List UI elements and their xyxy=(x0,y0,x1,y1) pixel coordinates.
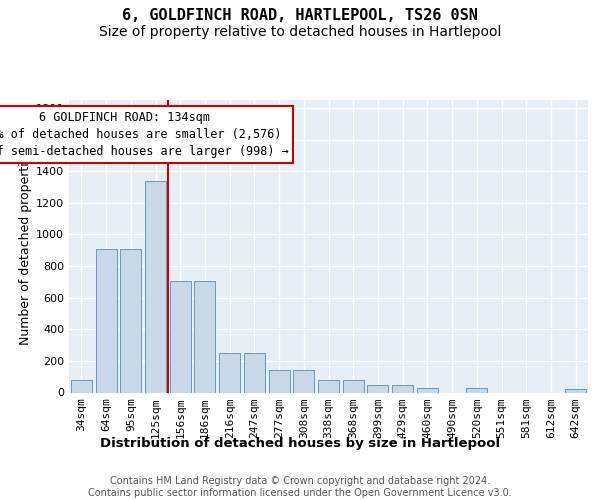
Text: Distribution of detached houses by size in Hartlepool: Distribution of detached houses by size … xyxy=(100,438,500,450)
Bar xyxy=(318,380,339,392)
Bar xyxy=(367,384,388,392)
Bar xyxy=(170,281,191,392)
Bar xyxy=(120,250,141,392)
Bar xyxy=(71,380,92,392)
Bar xyxy=(244,354,265,393)
Text: Size of property relative to detached houses in Hartlepool: Size of property relative to detached ho… xyxy=(99,25,501,39)
Bar xyxy=(219,354,240,393)
Bar xyxy=(95,250,116,392)
Y-axis label: Number of detached properties: Number of detached properties xyxy=(19,148,32,345)
Bar xyxy=(417,388,438,392)
Bar xyxy=(293,370,314,392)
Text: 6 GOLDFINCH ROAD: 134sqm
← 72% of detached houses are smaller (2,576)
28% of sem: 6 GOLDFINCH ROAD: 134sqm ← 72% of detach… xyxy=(0,111,289,158)
Bar xyxy=(466,388,487,392)
Bar xyxy=(194,281,215,392)
Bar xyxy=(269,370,290,392)
Bar xyxy=(343,380,364,392)
Bar xyxy=(145,180,166,392)
Bar xyxy=(565,390,586,392)
Text: 6, GOLDFINCH ROAD, HARTLEPOOL, TS26 0SN: 6, GOLDFINCH ROAD, HARTLEPOOL, TS26 0SN xyxy=(122,8,478,22)
Text: Contains HM Land Registry data © Crown copyright and database right 2024.
Contai: Contains HM Land Registry data © Crown c… xyxy=(88,476,512,498)
Bar xyxy=(392,384,413,392)
